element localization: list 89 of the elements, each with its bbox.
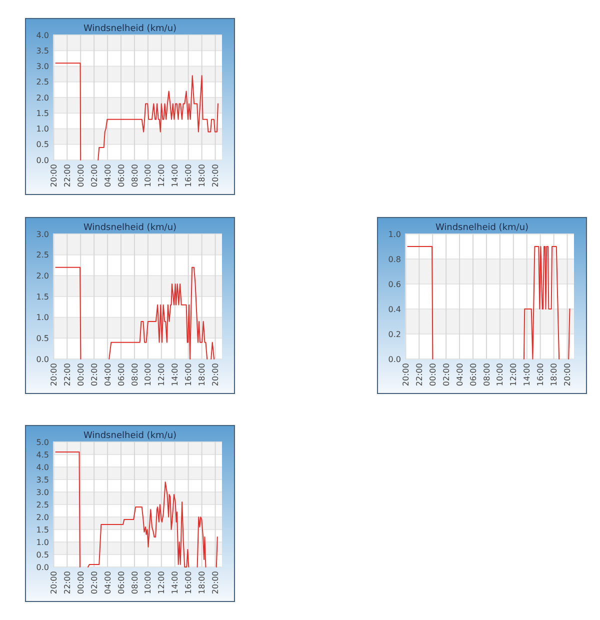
x-tick-label: 02:00 — [90, 571, 99, 594]
x-tick-label: 18:00 — [198, 363, 207, 386]
y-tick-label: 0.2 — [388, 330, 401, 339]
x-tick-label: 14:00 — [522, 363, 532, 386]
x-tick-label: 14:00 — [170, 363, 180, 386]
y-tick-label: 2.0 — [36, 271, 49, 280]
y-tick-label: 2.5 — [36, 78, 49, 87]
x-tick-label: 20:00 — [211, 164, 220, 188]
y-tick-label: 0.5 — [36, 334, 49, 343]
x-tick-label: 02:00 — [90, 164, 99, 188]
y-tick-label: 2.0 — [36, 93, 49, 102]
x-tick-label: 02:00 — [442, 363, 451, 386]
y-tick-label: 0.6 — [388, 280, 401, 289]
y-tick-label: 0.4 — [388, 304, 401, 314]
x-tick-label: 12:00 — [157, 571, 166, 594]
x-tick-label: 18:00 — [550, 363, 559, 386]
y-tick-label: 0.0 — [36, 354, 49, 364]
y-tick-label: 4.0 — [36, 30, 49, 40]
x-tick-label: 22:00 — [62, 363, 72, 386]
x-tick-label: 20:00 — [49, 164, 58, 188]
x-tick-label: 22:00 — [62, 164, 72, 188]
x-tick-label: 20:00 — [211, 363, 220, 386]
x-tick-label: 12:00 — [157, 164, 166, 188]
x-tick-label: 12:00 — [509, 363, 518, 386]
chart-title: Windsnelheid (km/u) — [83, 431, 177, 441]
x-tick-label: 06:00 — [116, 164, 126, 188]
y-tick-label: 0.0 — [36, 562, 49, 572]
x-tick-label: 04:00 — [103, 363, 112, 386]
x-tick-label: 00:00 — [428, 363, 438, 386]
x-tick-label: 22:00 — [62, 571, 72, 594]
x-tick-label: 06:00 — [468, 363, 478, 386]
x-tick-label: 22:00 — [414, 363, 424, 386]
x-tick-label: 16:00 — [184, 164, 194, 188]
y-tick-label: 1.0 — [36, 124, 49, 134]
y-tick-label: 2.0 — [36, 512, 49, 522]
x-tick-label: 20:00 — [401, 363, 410, 386]
x-tick-label: 14:00 — [170, 571, 180, 594]
y-tick-label: 3.5 — [36, 475, 49, 484]
x-tick-label: 00:00 — [76, 164, 86, 188]
x-tick-label: 08:00 — [130, 363, 140, 386]
y-tick-label: 1.5 — [36, 292, 49, 302]
x-tick-label: 20:00 — [563, 363, 572, 386]
y-tick-label: 3.5 — [36, 46, 49, 56]
x-tick-label: 18:00 — [198, 571, 207, 594]
x-tick-label: 20:00 — [211, 571, 220, 594]
y-tick-label: 0.8 — [388, 254, 401, 264]
y-tick-label: 1.0 — [388, 230, 401, 239]
x-tick-label: 10:00 — [144, 164, 153, 188]
x-tick-label: 20:00 — [49, 571, 58, 594]
x-tick-label: 04:00 — [103, 571, 112, 594]
x-tick-label: 10:00 — [144, 571, 153, 594]
x-tick-label: 08:00 — [130, 164, 140, 188]
y-tick-label: 0.0 — [388, 354, 401, 364]
x-tick-label: 10:00 — [496, 363, 505, 386]
y-tick-label: 0.5 — [36, 140, 49, 150]
x-tick-label: 18:00 — [198, 164, 207, 188]
y-tick-label: 5.0 — [36, 438, 49, 447]
x-tick-label: 16:00 — [184, 571, 194, 594]
y-tick-label: 1.0 — [36, 313, 49, 322]
y-tick-label: 0.5 — [36, 550, 49, 560]
y-tick-label: 3.0 — [36, 62, 49, 72]
x-tick-label: 08:00 — [482, 363, 492, 386]
x-tick-label: 14:00 — [170, 164, 180, 188]
chart-title: Windsnelheid (km/u) — [83, 24, 177, 34]
x-tick-label: 16:00 — [536, 363, 546, 386]
y-tick-label: 3.0 — [36, 230, 49, 239]
y-tick-label: 1.0 — [36, 538, 49, 547]
y-tick-label: 1.5 — [36, 108, 49, 118]
x-tick-label: 04:00 — [103, 164, 112, 188]
x-tick-label: 02:00 — [90, 363, 99, 386]
chart-title: Windsnelheid (km/u) — [83, 223, 177, 233]
y-tick-label: 2.5 — [36, 250, 49, 260]
x-tick-label: 00:00 — [76, 363, 86, 386]
chart-title: Windsnelheid (km/u) — [435, 223, 529, 233]
x-tick-label: 12:00 — [157, 363, 166, 386]
x-tick-label: 16:00 — [184, 363, 194, 386]
x-tick-label: 00:00 — [76, 571, 86, 594]
y-tick-label: 0.0 — [36, 156, 49, 165]
y-tick-label: 4.5 — [36, 450, 49, 460]
x-tick-label: 08:00 — [130, 571, 140, 594]
y-tick-label: 2.5 — [36, 500, 49, 510]
x-tick-label: 04:00 — [455, 363, 464, 386]
x-tick-label: 06:00 — [116, 363, 126, 386]
y-tick-label: 3.0 — [36, 488, 49, 497]
y-tick-label: 4.0 — [36, 462, 49, 472]
x-tick-label: 10:00 — [144, 363, 153, 386]
y-tick-label: 1.5 — [36, 525, 49, 534]
x-tick-label: 06:00 — [116, 571, 126, 594]
x-tick-label: 20:00 — [49, 363, 58, 386]
